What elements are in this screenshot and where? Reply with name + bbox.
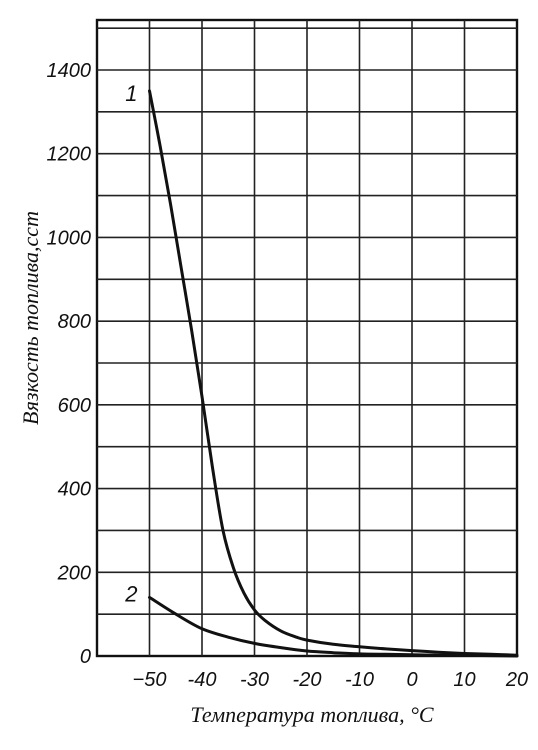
x-tick-label: -20 — [293, 669, 322, 691]
series-labels: 12 — [124, 81, 137, 606]
series-line-2 — [148, 595, 519, 658]
y-tick-label: 800 — [58, 311, 91, 333]
x-tick-label: -40 — [188, 669, 217, 691]
tick-labels: −50 -40 -30 -20 -10 0 10 2002004006008001000120… — [47, 60, 529, 691]
x-axis-label: Температура топлива, °С — [190, 702, 433, 727]
y-axis-label: Вязкость топлива,сст — [18, 211, 43, 425]
series-line-1 — [148, 89, 519, 657]
x-tick-label: 20 — [505, 669, 528, 691]
y-tick-label: 1200 — [47, 144, 92, 166]
x-tick-label: 0 — [406, 669, 417, 691]
series-lines — [148, 89, 519, 658]
y-tick-label: 0 — [80, 646, 91, 668]
y-tick-label: 200 — [57, 562, 91, 584]
series-label-1: 1 — [125, 81, 137, 106]
y-tick-label: 400 — [58, 479, 91, 501]
x-tick-label: −50 — [133, 669, 167, 691]
x-tick-label: -10 — [345, 669, 374, 691]
y-tick-label: 1400 — [47, 60, 92, 82]
y-tick-label: 1000 — [47, 227, 92, 249]
x-tick-label: -30 — [240, 669, 269, 691]
series-label-2: 2 — [124, 581, 137, 606]
y-tick-label: 600 — [58, 395, 91, 417]
x-tick-label: 10 — [453, 669, 475, 691]
grid — [95, 18, 519, 658]
